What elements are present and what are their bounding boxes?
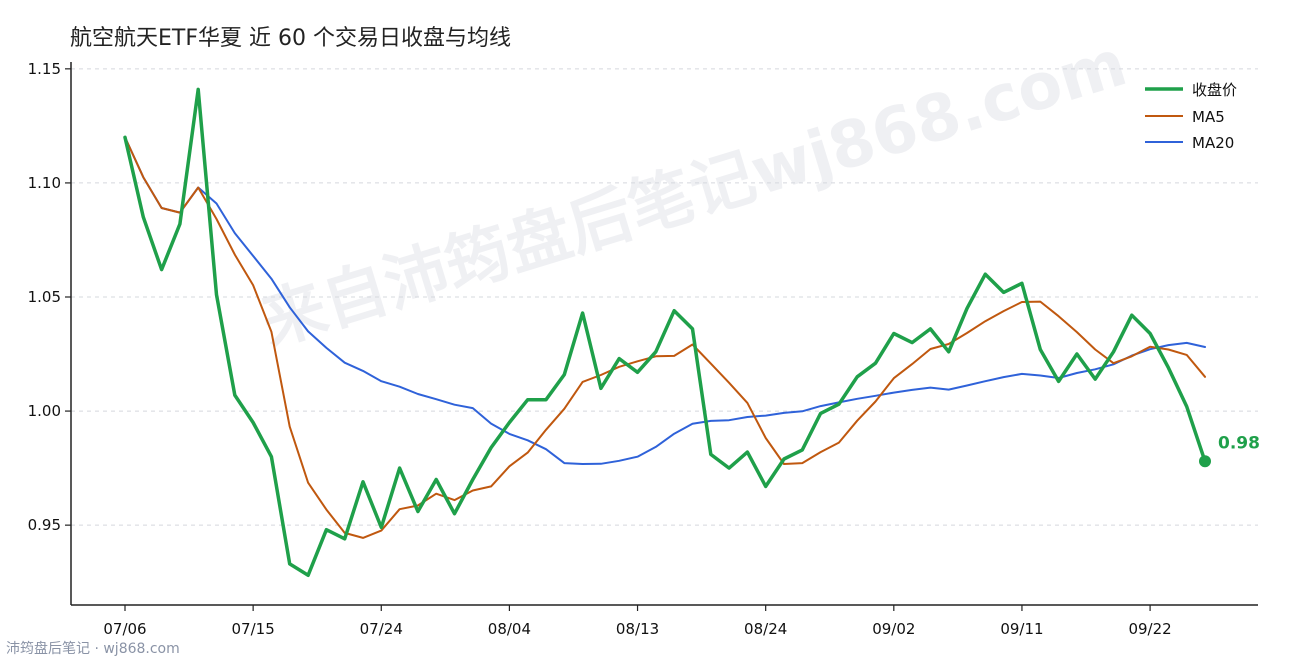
x-tick-label: 08/04 <box>488 620 531 638</box>
last-close-label: 0.98 <box>1218 433 1260 453</box>
x-tick-label: 07/15 <box>232 620 275 638</box>
legend-label-ma20: MA20 <box>1192 134 1234 152</box>
x-tick-label: 08/13 <box>616 620 659 638</box>
legend-label-ma5: MA5 <box>1192 108 1225 126</box>
series-line-close <box>123 87 1207 578</box>
y-tick-label: 0.95 <box>28 516 61 534</box>
series-line-ma5 <box>124 136 1206 539</box>
grid <box>71 68 1258 526</box>
series-line-ma20 <box>124 136 1206 465</box>
chart-title: 航空航天ETF华夏 近 60 个交易日收盘与均线 <box>70 26 511 51</box>
x-axis-ticks: 07/06 07/15 07/24 08/04 08/13 08/24 09/02 09/11… <box>103 605 1172 638</box>
x-tick-label: 08/24 <box>744 620 787 638</box>
y-tick-label: 1.10 <box>28 174 61 192</box>
watermark: 来自沛筠盘后笔记wj868.com <box>253 27 1135 361</box>
x-tick-label: 07/24 <box>360 620 403 638</box>
legend-label-close: 收盘价 <box>1192 81 1237 99</box>
y-axis-ticks: 0.95 1.00 1.05 1.10 1.15 <box>28 60 71 534</box>
x-tick-label: 09/11 <box>1000 620 1043 638</box>
last-close-marker <box>1199 455 1211 468</box>
x-tick-label: 09/22 <box>1128 620 1171 638</box>
x-tick-label: 09/02 <box>872 620 915 638</box>
y-tick-label: 1.15 <box>28 60 61 78</box>
footer-credit: 沛筠盘后笔记 · wj868.com <box>6 640 180 657</box>
y-tick-label: 1.00 <box>28 402 61 420</box>
series-lines <box>123 87 1207 578</box>
legend: 收盘价 MA5 MA20 <box>1145 81 1237 152</box>
x-tick-label: 07/06 <box>103 620 146 638</box>
y-tick-label: 1.05 <box>28 288 61 306</box>
